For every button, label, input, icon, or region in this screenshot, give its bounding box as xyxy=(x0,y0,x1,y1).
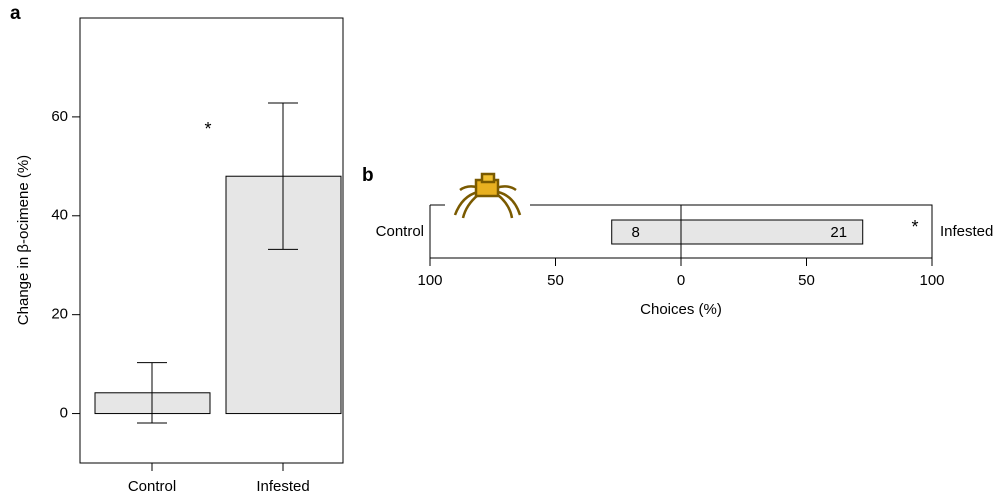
bar-label: 21 xyxy=(830,224,847,241)
x-tick-label: 0 xyxy=(677,272,685,289)
bar xyxy=(680,219,864,245)
x-tick-label: Infested xyxy=(256,478,309,495)
x-tick-label: 100 xyxy=(919,272,944,289)
y-tick-label: 20 xyxy=(51,306,68,323)
annotation: * xyxy=(204,119,211,139)
y-tick-label: 0 xyxy=(60,405,68,422)
panel-label: a xyxy=(10,3,21,24)
x-tick-label: Control xyxy=(128,478,176,495)
annotation: * xyxy=(911,217,918,237)
category-label: Control xyxy=(376,223,424,240)
spider-icon xyxy=(453,172,522,219)
y-tick-label: 60 xyxy=(51,108,68,125)
plot-frame xyxy=(79,17,344,464)
category-label: Infested xyxy=(940,223,993,240)
x-tick-label: 100 xyxy=(417,272,442,289)
x-tick-label: 50 xyxy=(798,272,815,289)
bar xyxy=(611,219,682,245)
panel-label: b xyxy=(362,165,374,186)
y-axis-label: Change in β-ocimene (%) xyxy=(15,155,32,325)
x-tick-label: 50 xyxy=(547,272,564,289)
y-tick-label: 40 xyxy=(51,207,68,224)
bar-label: 8 xyxy=(632,224,640,241)
x-axis-label: Choices (%) xyxy=(640,301,722,318)
